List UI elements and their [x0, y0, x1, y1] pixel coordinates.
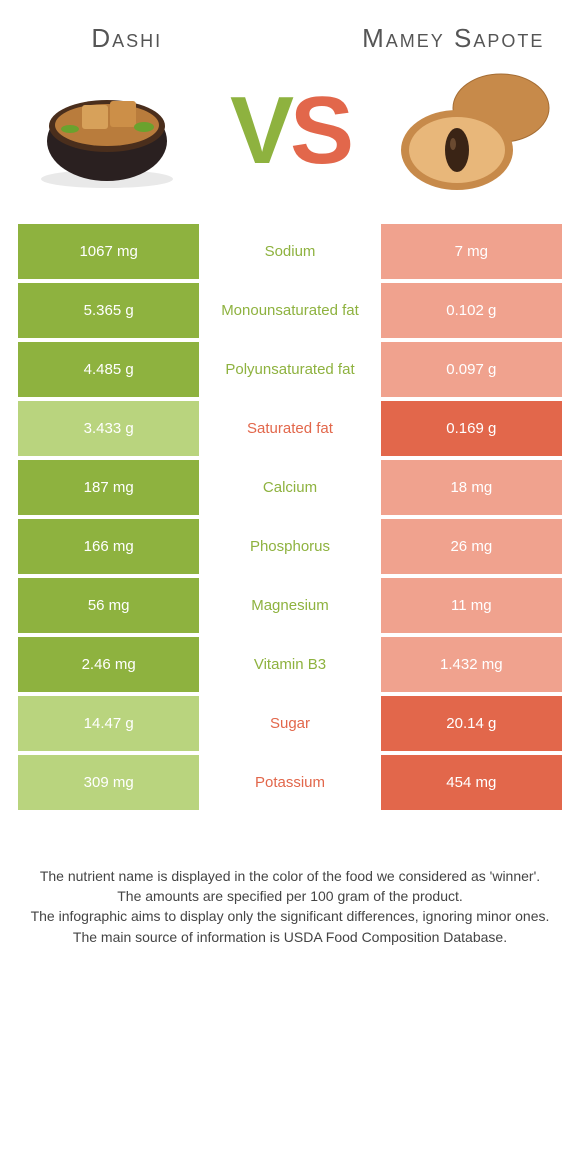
- left-value: 4.485 g: [18, 342, 199, 397]
- nutrient-label: Sodium: [199, 224, 380, 279]
- table-row: 166 mgPhosphorus26 mg: [18, 519, 562, 574]
- left-value: 309 mg: [18, 755, 199, 810]
- table-row: 1067 mgSodium7 mg: [18, 224, 562, 279]
- footnotes: The nutrient name is displayed in the co…: [18, 866, 562, 947]
- right-value: 454 mg: [381, 755, 562, 810]
- nutrient-label: Phosphorus: [199, 519, 380, 574]
- footnote-line: The main source of information is USDA F…: [24, 927, 556, 947]
- left-value: 56 mg: [18, 578, 199, 633]
- right-value: 0.097 g: [381, 342, 562, 397]
- titles-row: Dashi Mamey Sapote: [18, 24, 562, 54]
- footnote-line: The nutrient name is displayed in the co…: [24, 866, 556, 886]
- vs-v: V: [230, 76, 290, 186]
- nutrient-label: Polyunsaturated fat: [199, 342, 380, 397]
- nutrient-label: Vitamin B3: [199, 637, 380, 692]
- nutrient-label: Saturated fat: [199, 401, 380, 456]
- left-value: 5.365 g: [18, 283, 199, 338]
- nutrient-label: Calcium: [199, 460, 380, 515]
- right-value: 0.102 g: [381, 283, 562, 338]
- right-value: 1.432 mg: [381, 637, 562, 692]
- left-value: 166 mg: [18, 519, 199, 574]
- table-row: 309 mgPotassium454 mg: [18, 755, 562, 810]
- hero-row: VS: [22, 66, 558, 196]
- left-value: 2.46 mg: [18, 637, 199, 692]
- table-row: 4.485 gPolyunsaturated fat0.097 g: [18, 342, 562, 397]
- right-food-title: Mamey Sapote: [344, 24, 562, 54]
- table-row: 3.433 gSaturated fat0.169 g: [18, 401, 562, 456]
- right-food-image: [388, 66, 558, 196]
- right-value: 11 mg: [381, 578, 562, 633]
- right-value: 0.169 g: [381, 401, 562, 456]
- table-row: 14.47 gSugar20.14 g: [18, 696, 562, 751]
- nutrient-label: Sugar: [199, 696, 380, 751]
- nutrient-label: Monounsaturated fat: [199, 283, 380, 338]
- table-row: 56 mgMagnesium11 mg: [18, 578, 562, 633]
- table-row: 5.365 gMonounsaturated fat0.102 g: [18, 283, 562, 338]
- left-value: 3.433 g: [18, 401, 199, 456]
- footnote-line: The amounts are specified per 100 gram o…: [24, 886, 556, 906]
- comparison-table: 1067 mgSodium7 mg5.365 gMonounsaturated …: [18, 224, 562, 810]
- table-row: 2.46 mgVitamin B31.432 mg: [18, 637, 562, 692]
- right-value: 26 mg: [381, 519, 562, 574]
- footnote-line: The infographic aims to display only the…: [24, 906, 556, 926]
- vs-label: VS: [230, 76, 350, 186]
- left-value: 1067 mg: [18, 224, 199, 279]
- nutrient-label: Potassium: [199, 755, 380, 810]
- right-value: 20.14 g: [381, 696, 562, 751]
- vs-s: S: [290, 76, 350, 186]
- left-food-title: Dashi: [18, 24, 236, 54]
- left-value: 187 mg: [18, 460, 199, 515]
- right-value: 18 mg: [381, 460, 562, 515]
- nutrient-label: Magnesium: [199, 578, 380, 633]
- right-value: 7 mg: [381, 224, 562, 279]
- left-food-image: [22, 71, 192, 191]
- table-row: 187 mgCalcium18 mg: [18, 460, 562, 515]
- left-value: 14.47 g: [18, 696, 199, 751]
